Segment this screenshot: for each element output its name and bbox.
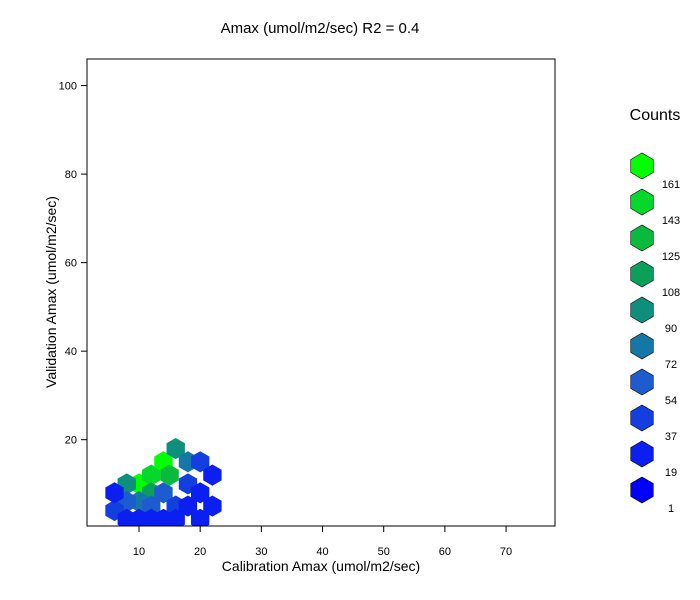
- hex-cell: [142, 495, 161, 517]
- legend-swatch: [630, 224, 654, 252]
- hex-cell: [191, 508, 210, 526]
- legend-swatch: [630, 368, 654, 396]
- legend-count-label: 54: [665, 395, 677, 407]
- plot-area: [86, 58, 556, 527]
- legend-count-label: 1: [668, 503, 674, 515]
- y-tick-label: 100: [59, 81, 77, 93]
- y-tick-label: 60: [65, 258, 77, 270]
- x-tick-label: 20: [194, 546, 206, 558]
- x-tick-label: 50: [378, 546, 390, 558]
- y-axis-label: Validation Amax (umol/m2/sec): [43, 196, 59, 388]
- x-axis-label: Calibration Amax (umol/m2/sec): [222, 558, 420, 574]
- hex-cell: [142, 508, 161, 526]
- legend-count-label: 90: [665, 323, 677, 335]
- x-tick-label: 70: [500, 546, 512, 558]
- hex-cells: [105, 437, 222, 526]
- hex-cell: [154, 482, 173, 504]
- hex-cell: [203, 464, 222, 486]
- hex-cell: [191, 482, 210, 504]
- legend-swatch: [630, 440, 654, 468]
- hex-cell: [105, 482, 124, 504]
- hex-cell: [191, 451, 210, 473]
- y-tick-label: 20: [65, 435, 77, 447]
- legend-swatch: [630, 152, 654, 180]
- hex-cell: [166, 508, 185, 526]
- hex-cell: [117, 508, 136, 526]
- legend-count-label: 37: [665, 431, 677, 443]
- legend-count-label: 108: [662, 287, 680, 299]
- chart-title: Amax (umol/m2/sec) R2 = 0.4: [221, 20, 420, 37]
- legend-title: Counts: [630, 107, 681, 124]
- x-tick-label: 40: [316, 546, 328, 558]
- legend-count-label: 19: [665, 467, 677, 479]
- hex-cell: [178, 495, 198, 517]
- legend-swatch: [630, 260, 654, 288]
- legend-swatch: [630, 296, 654, 324]
- legend-swatch: [630, 404, 654, 432]
- y-tick-label: 80: [65, 169, 77, 181]
- hex-cell: [166, 437, 185, 460]
- x-tick-label: 60: [439, 546, 451, 558]
- legend-swatch: [630, 476, 654, 504]
- x-tick-label: 30: [255, 546, 267, 558]
- hex-cell: [142, 464, 161, 486]
- hex-cell: [203, 495, 222, 517]
- hex-cell: [160, 464, 179, 486]
- legend-swatch: [630, 188, 654, 216]
- axes: 10 20 30 40 50 60 70 20 40 60 80 100: [59, 81, 513, 558]
- legend-count-label: 161: [662, 179, 680, 191]
- y-tick-label: 40: [65, 346, 77, 358]
- legend-count-label: 72: [665, 359, 677, 371]
- plot-frame: [86, 58, 556, 527]
- x-tick-label: 10: [133, 546, 145, 558]
- legend-count-label: 125: [662, 251, 680, 263]
- legend-swatch: [630, 332, 654, 360]
- legend: Counts 1 19 37 54 72 90 108 125 143 161: [630, 107, 681, 515]
- legend-count-label: 143: [662, 215, 680, 227]
